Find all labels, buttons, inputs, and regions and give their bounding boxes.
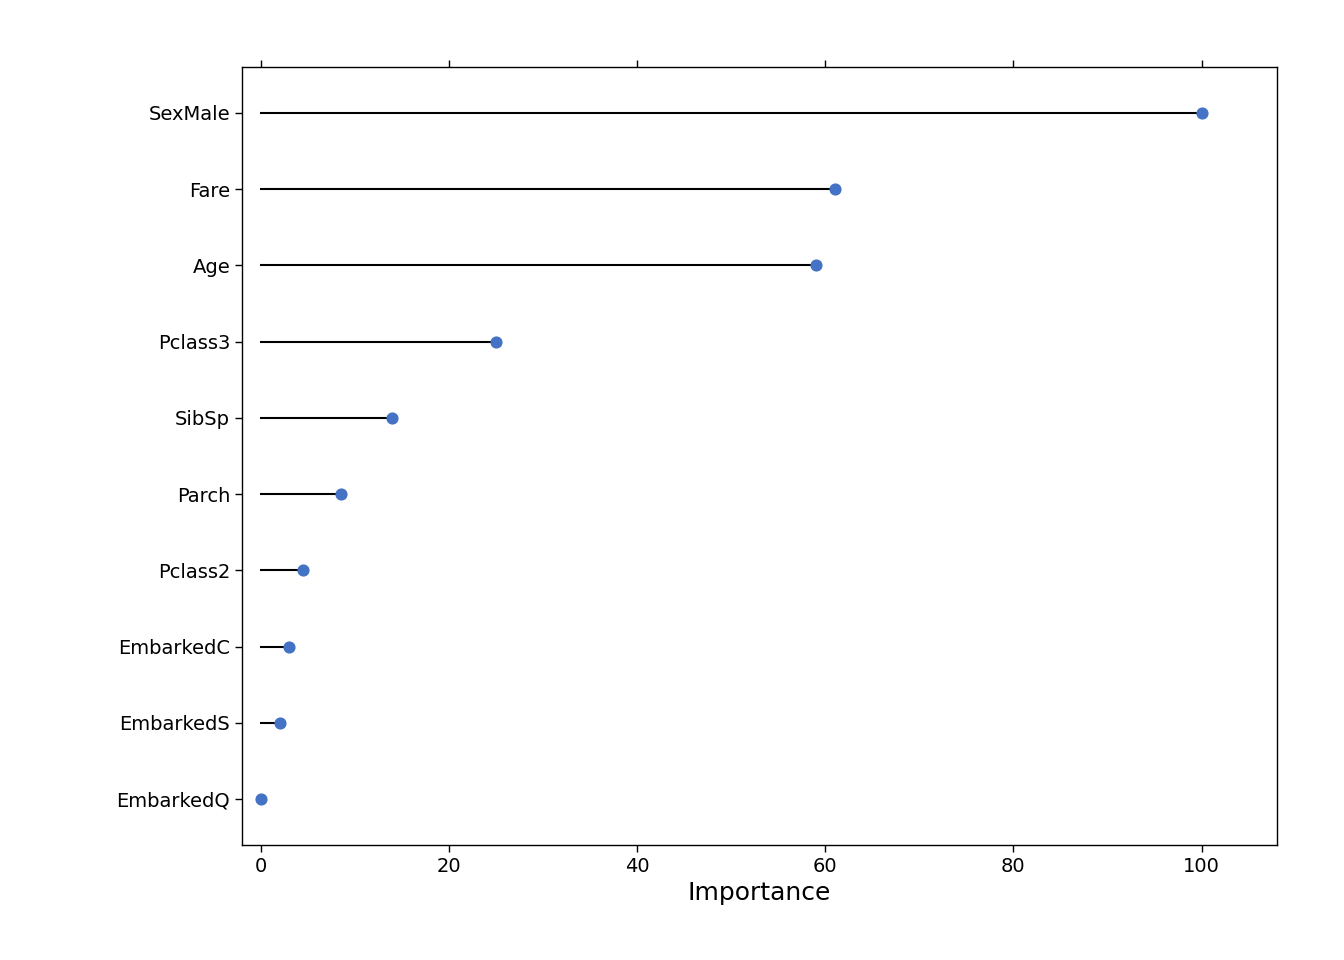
Point — [329, 487, 351, 502]
Point — [805, 257, 827, 273]
Point — [485, 334, 507, 349]
Point — [250, 791, 271, 806]
Point — [278, 639, 300, 655]
Point — [292, 563, 313, 578]
Point — [269, 715, 290, 731]
X-axis label: Importance: Importance — [688, 881, 831, 905]
Point — [382, 410, 403, 425]
Point — [824, 181, 845, 197]
Point — [1191, 106, 1212, 121]
